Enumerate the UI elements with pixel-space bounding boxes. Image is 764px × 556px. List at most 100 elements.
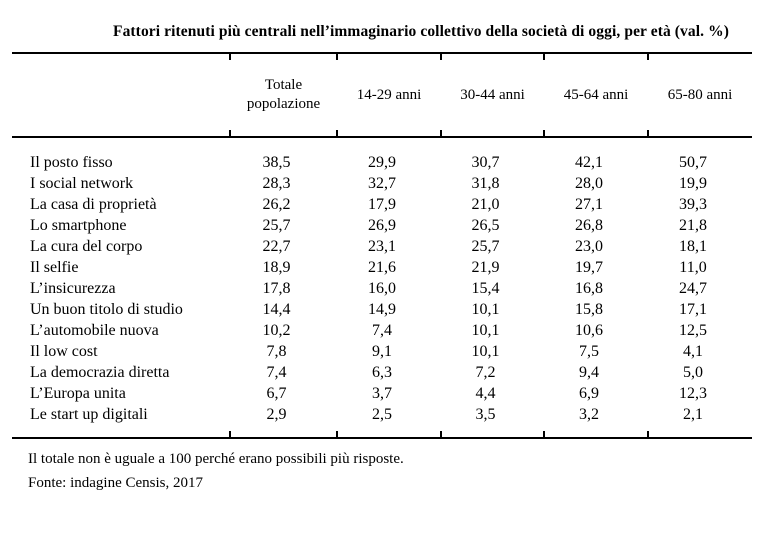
column-header-45-64: 45-64 anni: [563, 86, 629, 103]
cell-value: 16,8: [575, 280, 603, 297]
table-row: L’automobile nuova 10,2 7,4 10,1 10,6 12…: [12, 320, 752, 341]
cell-value: 30,7: [471, 154, 500, 171]
cell-value: 14,4: [262, 301, 291, 318]
column-tick: [647, 431, 649, 437]
column-tick: [229, 54, 231, 60]
column-header-14-29: 14-29 anni: [356, 86, 422, 103]
cell-value: 10,1: [471, 301, 500, 318]
column-tick: [543, 54, 545, 60]
cell-value: 10,2: [262, 322, 291, 339]
cell-value: 21,0: [471, 196, 500, 213]
row-label: Il posto fisso: [30, 154, 113, 171]
row-label: La casa di proprietà: [30, 196, 157, 213]
cell-value: 6,7: [266, 385, 287, 402]
cell-value: 28,0: [575, 175, 603, 192]
table-row: Le start up digitali 2,9 2,5 3,5 3,2 2,1: [12, 404, 752, 425]
table-row: Il low cost 7,8 9,1 10,1 7,5 4,1: [12, 341, 752, 362]
column-header-totale: Totale popolazione: [246, 77, 321, 112]
table-row: La cura del corpo 22,7 23,1 25,7 23,0 18…: [12, 236, 752, 257]
cell-value: 6,9: [579, 385, 599, 402]
column-tick: [647, 130, 649, 136]
column-tick: [440, 54, 442, 60]
cell-value: 50,7: [679, 154, 707, 171]
table-header-rule: [12, 130, 752, 138]
cell-value: 15,4: [471, 280, 500, 297]
cell-value: 32,7: [368, 175, 396, 192]
footnotes: Il totale non è uguale a 100 perché eran…: [12, 439, 752, 495]
cell-value: 25,7: [471, 238, 500, 255]
row-label: La cura del corpo: [30, 238, 143, 255]
source-note: Fonte: indagine Censis, 2017: [28, 475, 203, 491]
column-tick: [229, 431, 231, 437]
row-label: L’Europa unita: [30, 385, 126, 402]
row-label: L’insicurezza: [30, 280, 116, 297]
cell-value: 31,8: [471, 175, 500, 192]
table-body: Il posto fisso 38,5 29,9 30,7 42,1 50,7 …: [12, 138, 752, 437]
column-tick: [543, 431, 545, 437]
column-tick: [440, 431, 442, 437]
column-tick: [336, 130, 338, 136]
cell-value: 3,7: [372, 385, 392, 402]
cell-value: 10,1: [471, 322, 500, 339]
cell-value: 22,7: [262, 238, 291, 255]
column-tick: [440, 130, 442, 136]
cell-value: 42,1: [575, 154, 603, 171]
cell-value: 3,2: [579, 406, 599, 423]
cell-value: 3,5: [475, 406, 496, 423]
cell-value: 15,8: [575, 301, 603, 318]
table-row: L’insicurezza 17,8 16,0 15,4 16,8 24,7: [12, 278, 752, 299]
row-label: I social network: [30, 175, 134, 192]
column-tick: [543, 130, 545, 136]
cell-value: 2,5: [372, 406, 392, 423]
cell-value: 17,1: [679, 301, 707, 318]
cell-value: 39,3: [679, 196, 707, 213]
row-label: Un buon titolo di studio: [30, 301, 183, 318]
table-row: Il posto fisso 38,5 29,9 30,7 42,1 50,7: [12, 152, 752, 173]
page-title: Fattori ritenuti più centrali nell’immag…: [113, 23, 729, 40]
cell-value: 12,3: [679, 385, 707, 402]
cell-value: 4,1: [683, 343, 703, 360]
cell-value: 23,1: [368, 238, 396, 255]
cell-value: 28,3: [262, 175, 291, 192]
cell-value: 6,3: [372, 364, 392, 381]
column-header-65-80: 65-80 anni: [667, 86, 733, 103]
cell-value: 26,8: [575, 217, 603, 234]
cell-value: 7,4: [372, 322, 392, 339]
row-label: Il selfie: [30, 259, 79, 276]
cell-value: 19,7: [575, 259, 603, 276]
cell-value: 24,7: [679, 280, 707, 297]
cell-value: 19,9: [679, 175, 707, 192]
cell-value: 9,1: [372, 343, 392, 360]
table-header-row: Totale popolazione 14-29 anni 30-44 anni…: [12, 54, 752, 136]
table-row: La casa di proprietà 26,2 17,9 21,0 27,1…: [12, 194, 752, 215]
document-sheet: Fattori ritenuti più centrali nell’immag…: [12, 22, 752, 495]
table-row: L’Europa unita 6,7 3,7 4,4 6,9 12,3: [12, 383, 752, 404]
cell-value: 5,0: [683, 364, 703, 381]
cell-value: 11,0: [679, 259, 707, 276]
cell-value: 4,4: [475, 385, 496, 402]
table-row: I social network 28,3 32,7 31,8 28,0 19,…: [12, 173, 752, 194]
column-tick: [336, 54, 338, 60]
cell-value: 26,5: [471, 217, 500, 234]
row-label: Lo smartphone: [30, 217, 127, 234]
cell-value: 7,2: [475, 364, 496, 381]
cell-value: 2,1: [683, 406, 703, 423]
column-tick: [229, 130, 231, 136]
cell-value: 26,9: [368, 217, 396, 234]
cell-value: 7,5: [579, 343, 599, 360]
cell-value: 21,8: [679, 217, 707, 234]
cell-value: 23,0: [575, 238, 603, 255]
row-label: La democrazia diretta: [30, 364, 170, 381]
cell-value: 9,4: [579, 364, 599, 381]
cell-value: 2,9: [266, 406, 287, 423]
table-row: La democrazia diretta 7,4 6,3 7,2 9,4 5,…: [12, 362, 752, 383]
row-label: L’automobile nuova: [30, 322, 159, 339]
cell-value: 14,9: [368, 301, 396, 318]
cell-value: 7,8: [266, 343, 287, 360]
table-bottom-rule: [12, 431, 752, 439]
table-row: Un buon titolo di studio 14,4 14,9 10,1 …: [12, 299, 752, 320]
table-row: Lo smartphone 25,7 26,9 26,5 26,8 21,8: [12, 215, 752, 236]
column-header-30-44: 30-44 anni: [460, 86, 525, 103]
cell-value: 17,9: [368, 196, 396, 213]
cell-value: 7,4: [266, 364, 287, 381]
